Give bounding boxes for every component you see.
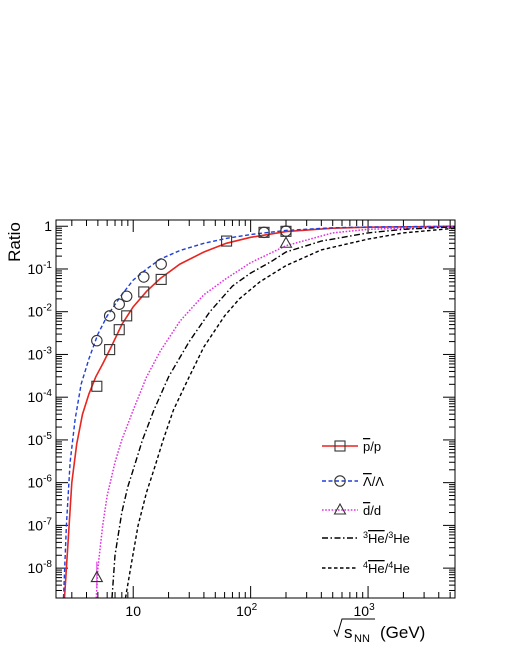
data-point [155,258,167,270]
legend-item-he4: 4He/4He [322,560,410,576]
data-point [91,380,103,392]
data-point [155,273,167,285]
series-line-lambda [62,225,455,598]
data-point [138,271,150,283]
x-tick-label: 102 [236,602,258,619]
series-he4 [124,227,455,598]
y-axis-label: Ratio [5,222,24,262]
legend-label: 3He/3He [363,530,410,546]
legend: p/p Λ/Λ d/d 3He/3He 4He/4He [322,439,410,576]
data-point [333,502,347,515]
data-point [121,310,133,322]
x-tick-label: 10 [125,603,141,619]
plot-frame [55,219,456,599]
data-point [138,286,150,298]
series-lambda [62,225,455,598]
y-tick-label: 10-6 [28,474,53,491]
legend-label: p/p [363,439,381,454]
legend-item-he3: 3He/3He [322,530,410,546]
series-layer [62,225,455,598]
data-point [334,440,346,452]
data-point [258,226,270,239]
legend-item-pbar: p/p [322,439,381,454]
legend-label: Λ/Λ [363,474,384,489]
series-dbar [90,225,455,598]
y-tick-label: 10-3 [28,345,53,362]
tick-labels: 10 102 103 1 10-1 10-2 10-3 10-4 10-5 10-6 10-7 10-… [28,218,376,619]
data-point [91,334,103,347]
y-tick-label: 1 [44,218,52,234]
legend-item-lambda: Λ/Λ [322,474,384,489]
x-axis-label: s NN (GeV) [333,618,425,645]
y-tick-label: 10-2 [28,303,53,320]
data-point [334,475,346,487]
data-point [113,324,125,336]
sqrt-sign [333,618,375,638]
x-axis-units: (GeV) [380,623,425,642]
series-line-dbar [95,225,455,598]
legend-label: d/d [363,503,381,518]
y-tick-label: 10-8 [28,559,53,576]
x-axis-symbol: s [344,623,353,642]
y-tick-label: 10-5 [28,431,53,448]
data-point [120,290,133,303]
series-line-he4 [124,227,455,598]
data-point [113,298,125,310]
x-tick-label: 103 [353,602,375,619]
data-point [90,570,104,583]
x-axis-subscript: NN [354,633,370,645]
data-point [279,236,293,248]
series-he3 [111,226,455,598]
y-tick-label: 10-7 [28,516,53,533]
series-line-pbar [63,225,455,598]
axis-ticks [56,220,455,599]
y-tick-label: 10-1 [28,260,53,277]
legend-label: 4He/4He [363,560,410,576]
data-point [221,235,233,247]
data-point [104,344,116,356]
data-point [103,310,116,322]
y-tick-label: 10-4 [28,388,53,405]
series-line-he3 [111,226,455,598]
legend-item-dbar: d/d [322,502,381,518]
